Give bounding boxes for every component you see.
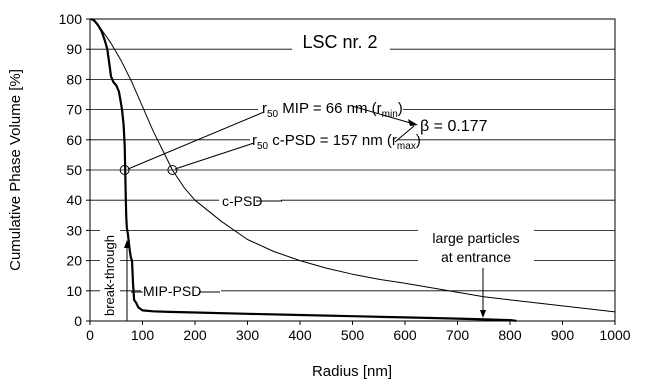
x-tick-label-500: 500 xyxy=(341,327,365,343)
beta-arrowhead xyxy=(408,119,418,126)
r50-markers xyxy=(119,165,178,175)
y-tick-label-80: 80 xyxy=(66,71,82,87)
r50-marker-2 xyxy=(167,165,178,175)
y-tick-label-20: 20 xyxy=(66,253,82,269)
leader-cpsd-r50 xyxy=(174,142,255,170)
x-axis-label: Radius [nm] xyxy=(312,363,392,380)
leader-mip-beta xyxy=(351,105,415,125)
beta-bg xyxy=(418,114,503,136)
y-tick-label-10: 10 xyxy=(66,283,82,299)
y-tick-label-90: 90 xyxy=(66,41,82,57)
x-tick-label-100: 100 xyxy=(131,327,155,343)
large-particles-arrowhead xyxy=(480,310,486,318)
cpsd-label: c-PSD xyxy=(222,193,262,209)
breakthrough-arrowhead xyxy=(124,240,130,248)
r50-cpsd-label: r50 c-PSD = 157 nm (rmax) xyxy=(252,132,421,152)
plot-frame xyxy=(89,18,616,322)
r50-marker-1 xyxy=(119,165,130,175)
y-tick-label-70: 70 xyxy=(66,102,82,118)
y-tick-label-50: 50 xyxy=(66,162,82,178)
y-tick-label-0: 0 xyxy=(74,313,82,329)
cpsd-label-bg xyxy=(219,193,281,211)
x-tick-label-1000: 1000 xyxy=(599,327,630,343)
x-tick-label-600: 600 xyxy=(393,327,417,343)
mip-label-bg xyxy=(141,282,221,300)
r50-mip-label: r50 MIP = 66 nm (rmin) xyxy=(262,100,403,120)
x-tick-label-0: 0 xyxy=(86,327,94,343)
y-tick-label-40: 40 xyxy=(66,192,82,208)
x-tick-label-800: 800 xyxy=(498,327,522,343)
y-tick-label-60: 60 xyxy=(66,132,82,148)
beta-label: β = 0.177 xyxy=(420,118,488,135)
title-bg xyxy=(292,28,390,54)
series-line-mip-psd xyxy=(90,18,517,323)
y-axis-label: Cumulative Phase Volume [%] xyxy=(7,69,24,271)
r50-mip-bg xyxy=(258,97,403,117)
leader-mip-r50 xyxy=(127,111,265,170)
series-line-c-psd xyxy=(92,18,616,313)
grid xyxy=(90,48,615,292)
series-lines xyxy=(90,18,616,323)
leader-cpsd-beta xyxy=(394,125,415,143)
x-tick-label-900: 900 xyxy=(551,327,575,343)
breakthrough-bg xyxy=(100,225,120,317)
x-tick-label-300: 300 xyxy=(236,327,260,343)
r50-cpsd-bg xyxy=(250,130,398,152)
chart-title: LSC nr. 2 xyxy=(302,32,377,52)
mip-label: MIP-PSD xyxy=(143,283,201,299)
large-particles-bg xyxy=(418,228,534,268)
large-particles-label-1: large particles xyxy=(432,230,519,246)
annotation-leaders xyxy=(127,105,415,170)
large-particles-label-2: at entrance xyxy=(441,249,511,265)
x-tick-label-400: 400 xyxy=(288,327,312,343)
x-tick-label-700: 700 xyxy=(446,327,470,343)
y-tick-label-100: 100 xyxy=(59,11,83,27)
breakthrough-label: break-through xyxy=(102,235,117,316)
x-tick-label-200: 200 xyxy=(183,327,207,343)
y-tick-label-30: 30 xyxy=(66,222,82,238)
